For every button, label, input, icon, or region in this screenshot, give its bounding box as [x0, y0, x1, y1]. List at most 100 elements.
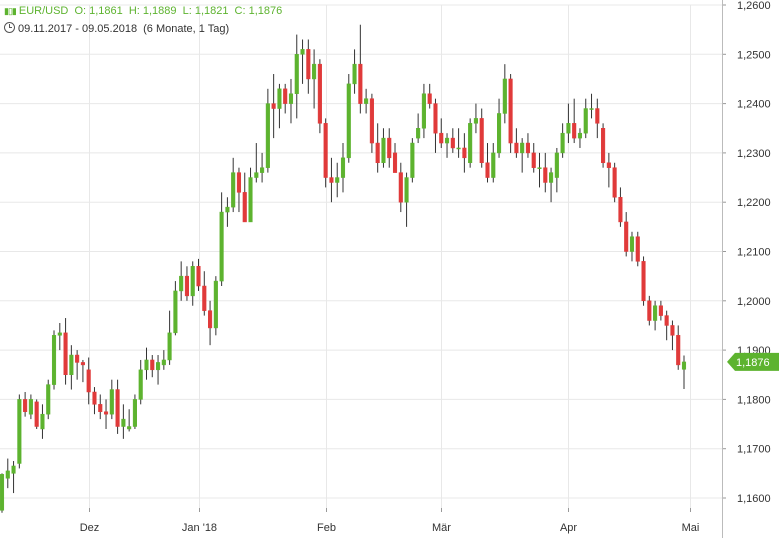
candle-body-up: [335, 177, 340, 183]
candle-body-up: [277, 88, 282, 109]
candle-body-up: [312, 63, 317, 80]
open-value: O: 1,1861: [74, 5, 123, 17]
last-price-label: 1,1876: [736, 357, 770, 369]
candle: [497, 98, 502, 158]
candle-body-down: [375, 142, 380, 164]
candle-body-down: [433, 103, 438, 134]
candle-body-up: [190, 266, 195, 297]
candle-body-up: [40, 413, 45, 430]
candle: [624, 212, 629, 257]
candle: [202, 271, 207, 316]
period-label: (6 Monate, 1 Tag): [143, 23, 230, 35]
candle-body-up: [11, 465, 16, 474]
candle-body-down: [323, 123, 328, 178]
candle: [213, 276, 218, 336]
candle-body-up: [346, 83, 351, 159]
candle: [456, 128, 461, 158]
candle-body-down: [86, 369, 91, 393]
candle-body-down: [427, 93, 432, 104]
candle-body-down: [479, 118, 484, 164]
candle-body-down: [306, 49, 311, 80]
candle: [190, 261, 195, 306]
candle: [421, 83, 426, 139]
x-tick-label: Mär: [432, 522, 451, 534]
candle: [537, 152, 542, 188]
y-tick-label: 1,2000: [737, 296, 771, 308]
candle-body-down: [601, 128, 606, 164]
candle: [352, 49, 357, 94]
candle: [208, 300, 213, 346]
candle-body-up: [213, 280, 218, 329]
candle-body-down: [202, 285, 207, 311]
candle: [595, 98, 600, 139]
candle-body-up: [340, 157, 346, 178]
candle: [589, 93, 594, 119]
candle-body-down: [531, 152, 536, 168]
candle-body-up: [502, 78, 507, 114]
candle: [491, 143, 496, 183]
candle: [381, 128, 386, 168]
candle: [543, 152, 548, 193]
x-tick-label: Apr: [560, 522, 577, 534]
candle-body-up: [265, 103, 270, 168]
candle: [618, 187, 623, 227]
candle-body-up: [219, 211, 224, 282]
candle: [231, 157, 236, 213]
candle: [242, 172, 247, 223]
candle: [612, 162, 617, 203]
candle: [473, 103, 478, 134]
candle-body-up: [17, 399, 22, 464]
candle-body-up: [156, 362, 161, 371]
candle: [364, 88, 369, 114]
candle-body-up: [248, 177, 253, 223]
candle-body-up: [589, 108, 594, 110]
candle-body-up: [444, 137, 450, 144]
candle: [86, 357, 91, 405]
candle-body-down: [196, 266, 201, 287]
candle-body-up: [629, 236, 635, 252]
candle-body-up: [560, 132, 565, 154]
x-tick-label: Mai: [682, 522, 700, 534]
candle: [641, 256, 646, 306]
candle: [312, 49, 317, 109]
candle-body-up: [473, 118, 478, 124]
candle: [444, 133, 450, 158]
candle-body-up: [456, 147, 461, 150]
candle: [323, 118, 328, 188]
candle-body-up: [132, 399, 137, 427]
candle: [387, 128, 392, 168]
candle-body-up: [121, 418, 126, 427]
candle: [127, 409, 132, 432]
low-value: L: 1,1821: [182, 5, 229, 17]
candle: [132, 394, 137, 429]
candle-body-up: [352, 63, 357, 85]
candle-body-down: [635, 236, 640, 262]
clock-icon: [4, 22, 15, 33]
candle: [34, 399, 39, 429]
candle: [265, 88, 270, 173]
close-value: C: 1,1876: [234, 5, 283, 17]
candle: [525, 133, 530, 158]
ohlc-header: ▮▯▮ EUR/USD O: 1,1861 H: 1,1889 L: 1,1821…: [4, 5, 285, 17]
candle-body-down: [23, 399, 28, 412]
candle-body-down: [34, 401, 39, 427]
candle-body-down: [543, 167, 548, 183]
y-tick-label: 1,1700: [737, 444, 771, 456]
candle: [410, 138, 415, 183]
candle: [635, 231, 640, 267]
candle: [80, 359, 85, 383]
candle: [63, 318, 68, 385]
range-header: 09.11.2017 - 09.05.2018 (6 Monate, 1 Tag…: [4, 22, 232, 35]
y-tick-label: 1,2400: [737, 99, 771, 111]
candle-body-down: [658, 305, 663, 316]
candle: [520, 138, 525, 173]
candle-body-down: [329, 177, 334, 183]
candle: [248, 167, 253, 223]
candle: [17, 394, 22, 469]
candle: [647, 295, 652, 326]
candle-body-up: [681, 361, 687, 370]
candle: [51, 330, 57, 390]
candle: [150, 355, 155, 378]
candle: [398, 162, 403, 213]
candle-body-down: [670, 325, 675, 336]
